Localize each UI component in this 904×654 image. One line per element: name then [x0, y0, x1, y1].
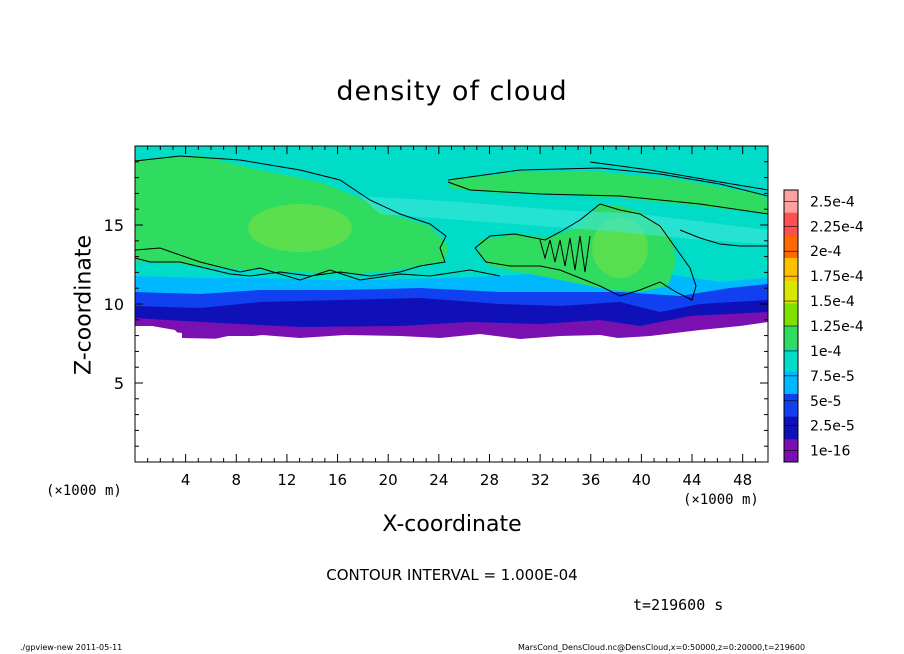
colorbar-label: 1.5e-4	[810, 294, 855, 310]
contour-line-ripples	[539, 235, 591, 273]
y-axis-ticks: 5 10 15	[104, 161, 768, 447]
x-tick-label: 20	[379, 471, 398, 489]
contour-line-top	[589, 161, 768, 191]
x-axis-ticks: 4 8 12 16 20 24 28 32 36 40 44 48	[147, 146, 756, 489]
upper-pale-band	[360, 196, 768, 244]
footer-right: MarsCond_DensCloud.nc@DensCloud,x=0:5000…	[518, 643, 806, 652]
x-tick-label: 24	[429, 471, 448, 489]
y-tick-label: 15	[104, 216, 124, 235]
colorbar-label: 7.5e-5	[810, 369, 855, 385]
green-streak-upper	[450, 172, 768, 214]
light-green-patch-1	[248, 204, 352, 252]
x-tick-label: 48	[733, 471, 752, 489]
colorbar-label: 5e-5	[810, 394, 841, 410]
contour-line-band	[135, 247, 501, 281]
cloud-density-field	[135, 146, 768, 462]
x-unit-label-right: (×1000 m)	[683, 492, 759, 508]
contour-line-streak-lower	[447, 181, 768, 215]
contour-line-streak	[447, 167, 768, 197]
x-tick-label: 32	[531, 471, 550, 489]
x-unit-label-left: (×1000 m)	[46, 483, 122, 499]
colorbar-label: 2.5e-5	[810, 419, 855, 435]
colorbar-label: 2.5e-4	[810, 194, 855, 210]
colorbar-swatch	[784, 303, 798, 327]
y-axis-label: Z-coordinate	[71, 235, 97, 375]
colorbar-label: 2e-4	[810, 244, 842, 260]
x-tick-label: 36	[581, 471, 600, 489]
time-label: t=219600 s	[633, 596, 724, 614]
colorbar-swatch	[784, 348, 798, 372]
colorbar-swatch	[784, 235, 798, 259]
colorbar-swatch	[784, 371, 798, 395]
colorbar-swatch	[784, 416, 798, 440]
x-axis-label: X-coordinate	[382, 512, 522, 537]
chart-title: density of cloud	[336, 76, 568, 107]
contour-interval-label: CONTOUR INTERVAL = 1.000E-04	[326, 566, 578, 584]
x-tick-label: 4	[181, 471, 191, 489]
colorbar-label: 1e-4	[810, 344, 842, 360]
footer-left: ./gpview-new 2011-05-11	[20, 643, 123, 652]
contour-line-right-blob	[474, 203, 697, 301]
x-tick-label: 16	[328, 471, 347, 489]
clear-region	[135, 326, 768, 462]
colorbar-label: 1.25e-4	[810, 319, 864, 335]
colorbar-label: 2.25e-4	[810, 219, 864, 235]
y-tick-label: 10	[104, 295, 124, 314]
x-tick-label: 12	[277, 471, 296, 489]
contour-line-right-edge	[679, 229, 768, 247]
contour-lines	[135, 155, 768, 301]
colorbar-swatch	[784, 326, 798, 350]
colorbar-label: 1.75e-4	[810, 269, 864, 285]
x-tick-label: 44	[682, 471, 701, 489]
colorbar-label: 1e-16	[810, 444, 850, 460]
colorbar-swatch	[784, 280, 798, 304]
colorbar-swatch	[784, 212, 798, 236]
y-tick-label: 5	[114, 374, 124, 393]
x-tick-label: 28	[480, 471, 499, 489]
contour-line-upper	[135, 155, 447, 277]
x-tick-label: 40	[632, 471, 651, 489]
colorbar-swatch	[784, 394, 798, 418]
colorbar-swatch	[784, 258, 798, 282]
colorbar: 2.5e-4 2.25e-4 2e-4 1.75e-4 1.5e-4 1.25e-4 1e-…	[783, 189, 864, 463]
x-tick-label: 8	[232, 471, 242, 489]
